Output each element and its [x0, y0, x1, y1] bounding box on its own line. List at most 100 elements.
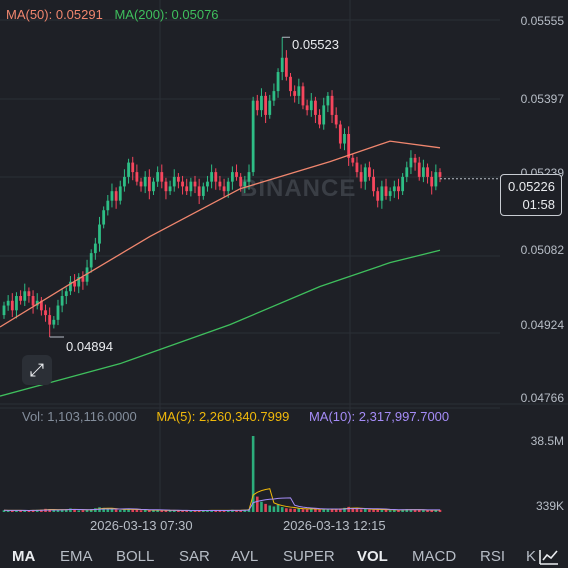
tab-avl[interactable]: AVL [231, 548, 259, 565]
candle-body [147, 176, 151, 192]
volume-bar [202, 510, 205, 512]
candle-body [15, 296, 18, 311]
volume-bar [56, 510, 60, 512]
volume-bar [89, 509, 93, 512]
tab-macd[interactable]: MACD [412, 548, 457, 565]
tab-vol[interactable]: VOL [357, 548, 388, 565]
volume-bar [380, 510, 384, 512]
volume-bar [222, 510, 226, 512]
tab-ema[interactable]: EMA [60, 548, 93, 565]
volume-bar [363, 509, 367, 512]
volume-bar [60, 509, 64, 512]
volume-bar [235, 510, 238, 512]
volume-axis-bottom: 339K [535, 499, 564, 513]
candle-body [6, 300, 10, 306]
candle-body [334, 114, 338, 125]
candle-body [56, 305, 60, 320]
volume-bar [409, 509, 413, 512]
candle-body [81, 276, 85, 282]
volume-bar [156, 510, 159, 512]
volume-bar [106, 508, 110, 512]
volume-bar [11, 510, 14, 512]
candle-body [123, 176, 126, 187]
volume-bar [197, 510, 201, 512]
volume-bar [260, 501, 263, 512]
volume-bar [19, 510, 22, 512]
candle-body [392, 186, 396, 192]
price-axis-label: 0.05555 [520, 14, 564, 28]
volume-bar [434, 510, 438, 512]
candle-body [301, 86, 305, 106]
volume-bar [272, 506, 276, 512]
candle-body [363, 167, 367, 182]
tab-sar[interactable]: SAR [179, 548, 210, 565]
volume-ma5: MA(5): 2,260,340.7999 [156, 409, 290, 424]
volume-bar [85, 509, 89, 512]
volume-bar [314, 509, 317, 512]
candle-body [338, 124, 342, 144]
volume-bar [164, 510, 168, 512]
volume-bar [305, 509, 309, 512]
volume-bar [226, 510, 230, 512]
volume-bar [143, 509, 147, 512]
candle-body [289, 76, 292, 92]
tab-k[interactable]: K [526, 548, 537, 565]
volume-bar [218, 510, 222, 512]
candle-body [160, 172, 164, 182]
volume-bar [297, 508, 301, 512]
volume-bar [94, 508, 97, 512]
volume-bar [330, 509, 334, 512]
candle-body [19, 296, 23, 301]
ma-legend: MA(50): 0.05291 MA(200): 0.05076 [6, 7, 227, 22]
chart-settings-icon[interactable] [538, 548, 560, 566]
candle-body [98, 224, 101, 244]
candle-body [139, 181, 143, 187]
candle-body [27, 291, 31, 297]
volume-bar [160, 510, 164, 512]
volume-bar [206, 510, 209, 512]
candle-body [322, 105, 326, 125]
candle-body [197, 186, 201, 196]
candle-body [297, 86, 301, 96]
volume-bar [430, 510, 433, 512]
volume-bar [438, 509, 442, 512]
candle-body [64, 291, 68, 297]
expand-icon[interactable]: ⤢ [22, 355, 52, 385]
tab-super[interactable]: SUPER [283, 548, 335, 565]
volume-bar [243, 509, 247, 512]
candle-body [409, 157, 413, 168]
candle-body [243, 181, 247, 187]
volume-ma10: MA(10): 2,317,997.7000 [308, 409, 450, 424]
volume-bar [405, 509, 409, 512]
volume-bar [339, 508, 342, 512]
candle-body [168, 186, 172, 192]
candle-body [372, 176, 375, 192]
candle-body [10, 300, 14, 311]
candle-body [355, 162, 359, 173]
volume-bar [139, 510, 143, 512]
candle-body [421, 167, 425, 177]
volume-bar [343, 507, 346, 512]
candle-body [177, 176, 180, 182]
volume-bar [81, 510, 85, 512]
tab-boll[interactable]: BOLL [116, 548, 155, 565]
current-price-box: 0.05226 01:58 [500, 174, 562, 216]
candle-body [239, 176, 243, 187]
candle-body [330, 95, 334, 115]
volume-bar [210, 510, 213, 512]
volume-bar [177, 510, 180, 512]
tab-rsi[interactable]: RSI [480, 548, 506, 565]
candle-body [2, 305, 6, 316]
candle-body [39, 300, 43, 311]
candle-body [284, 57, 288, 77]
price-axis-label: 0.05082 [520, 243, 564, 257]
volume-bar [52, 510, 56, 512]
current-price: 0.05226 [508, 179, 555, 194]
volume-bar [318, 509, 321, 512]
candle-body [426, 167, 429, 177]
volume-bar [280, 507, 284, 512]
volume-bar [264, 503, 267, 512]
volume-bar [376, 509, 380, 512]
tab-ma[interactable]: MA [12, 548, 36, 565]
